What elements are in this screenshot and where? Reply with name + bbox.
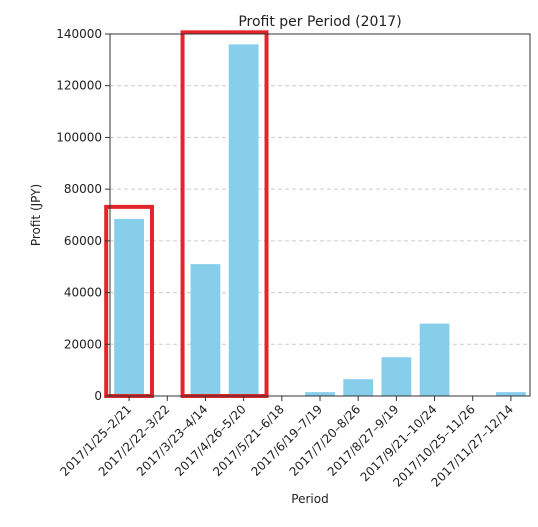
x-axis-title: Period xyxy=(291,492,328,506)
y-axis-ticks: 0 20000 40000 60000 80000 100000 120000 140000 xyxy=(56,27,110,403)
y-tick-label: 20000 xyxy=(64,337,102,351)
x-tick-label: 2017/2/22–3/22 xyxy=(96,402,173,479)
chart-title: Profit per Period (2017) xyxy=(238,14,401,30)
y-tick-label: 0 xyxy=(94,389,102,403)
y-tick-label: 60000 xyxy=(64,234,102,248)
bar xyxy=(496,392,526,396)
x-tick-label: 2017/7/20–8/26 xyxy=(287,402,364,479)
bars xyxy=(114,44,526,396)
bar xyxy=(114,218,144,396)
y-tick-label: 100000 xyxy=(56,130,102,144)
bar xyxy=(343,379,374,396)
bar xyxy=(190,264,221,396)
x-tick-label: 2017/8/27–9/19 xyxy=(325,402,402,479)
plot-area-frame xyxy=(109,33,531,397)
grid-lines xyxy=(110,33,530,397)
y-axis-title: Profit (JPY) xyxy=(29,184,43,246)
y-tick-label: 140000 xyxy=(56,27,102,41)
x-tick-label: 2017/5/21–6/18 xyxy=(210,402,287,479)
y-tick-label: 40000 xyxy=(64,286,102,300)
x-tick-label: 2017/1/25–2/21 xyxy=(58,402,135,479)
y-tick-label: 120000 xyxy=(56,79,102,93)
bar xyxy=(381,357,412,396)
x-axis-ticks: 2017/1/25–2/212017/2/22–3/222017/3/23–4/… xyxy=(58,396,516,490)
x-tick-label: 2017/6/19–7/19 xyxy=(248,402,325,479)
bar xyxy=(228,44,259,396)
bar xyxy=(305,392,335,396)
bar xyxy=(419,323,450,396)
y-tick-label: 80000 xyxy=(64,182,102,196)
x-tick-label: 2017/4/26–5/20 xyxy=(172,402,249,479)
x-tick-label: 2017/3/23–4/14 xyxy=(134,402,211,479)
